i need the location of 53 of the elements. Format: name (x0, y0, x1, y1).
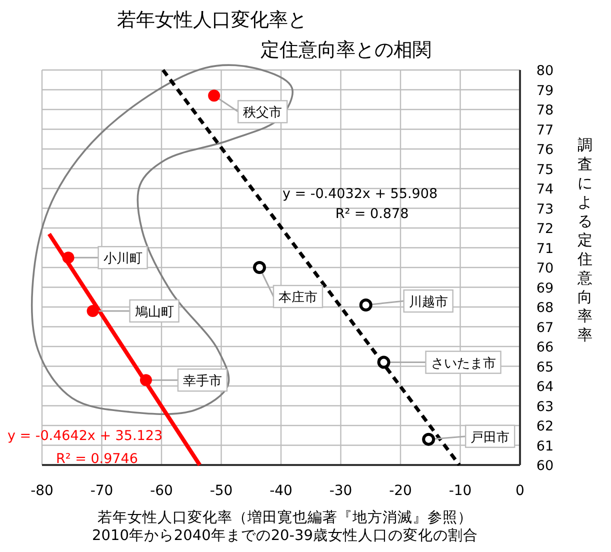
x-tick-label: -60 (150, 483, 173, 499)
y-tick-label: 72 (536, 221, 554, 237)
x-tick-label: -10 (448, 483, 472, 499)
point (252, 261, 266, 274)
y-tick-label: 74 (536, 182, 554, 198)
x-tick-label: -70 (90, 483, 114, 499)
point (86, 304, 99, 317)
point (422, 432, 436, 446)
y-tick-label: 73 (536, 201, 554, 218)
annotation: R² = 0.878 (335, 206, 409, 222)
y-tick-label: 80 (536, 63, 554, 79)
annotation: 本庄市 (278, 290, 318, 306)
point (62, 252, 74, 264)
y-tick-label: 70 (536, 260, 554, 276)
y-tick-label: 63 (536, 398, 554, 415)
annotation: y = -0.4642x + 35.123 (7, 428, 163, 444)
annotation: R² = 0.9746 (56, 451, 138, 467)
point (208, 90, 220, 102)
y-tick-label: 76 (536, 142, 554, 158)
y-tick-label: 67 (536, 320, 554, 336)
point (377, 356, 390, 369)
annotation: 秩父市 (243, 106, 282, 121)
text: 調査による定住意向率率 (578, 136, 592, 344)
point (140, 374, 152, 386)
y-tick-label: 61 (536, 438, 554, 454)
y-tick-label: 75 (536, 162, 554, 178)
x-tick-label: -80 (30, 483, 54, 499)
y-tick-label: 64 (536, 379, 554, 395)
x-tick-label: -30 (329, 483, 352, 499)
annotation: 幸手市 (182, 374, 222, 390)
annotation: 川越市 (408, 295, 448, 310)
x-tick-label: -20 (389, 483, 412, 499)
point (359, 298, 372, 312)
chart-title: 若年女性人口変化率と定住意向率との相関 (117, 9, 432, 61)
annotation: 鳩山町 (134, 304, 174, 320)
x-tick-label: -50 (210, 483, 233, 499)
y-tick-label: 79 (536, 82, 554, 99)
y-tick-label: 69 (536, 280, 554, 296)
y-tick-label: 68 (536, 300, 554, 316)
annotation: y = -0.4032x + 55.908 (282, 186, 438, 202)
annotation: 小川町 (103, 252, 142, 267)
y-tick-label: 77 (536, 122, 554, 138)
x-tick-label: 0 (516, 483, 524, 499)
annotation: さいたま市 (430, 356, 496, 372)
y-tick-label: 60 (536, 458, 554, 474)
annotation: 戸田市 (470, 430, 510, 446)
y-tick-label: 65 (536, 359, 554, 376)
y-tick-label: 78 (536, 102, 554, 118)
y-tick-label: 62 (536, 418, 554, 434)
x-axis-title: 若年女性人口変化率（増田寛也編著『地方消滅』参照） 2010年から2040年までの20-39歳女性人口の変化の割合 (92, 509, 478, 544)
x-tick-label: -40 (270, 483, 292, 499)
y-tick-label: 66 (536, 340, 554, 356)
y-tick-label: 71 (536, 240, 554, 257)
